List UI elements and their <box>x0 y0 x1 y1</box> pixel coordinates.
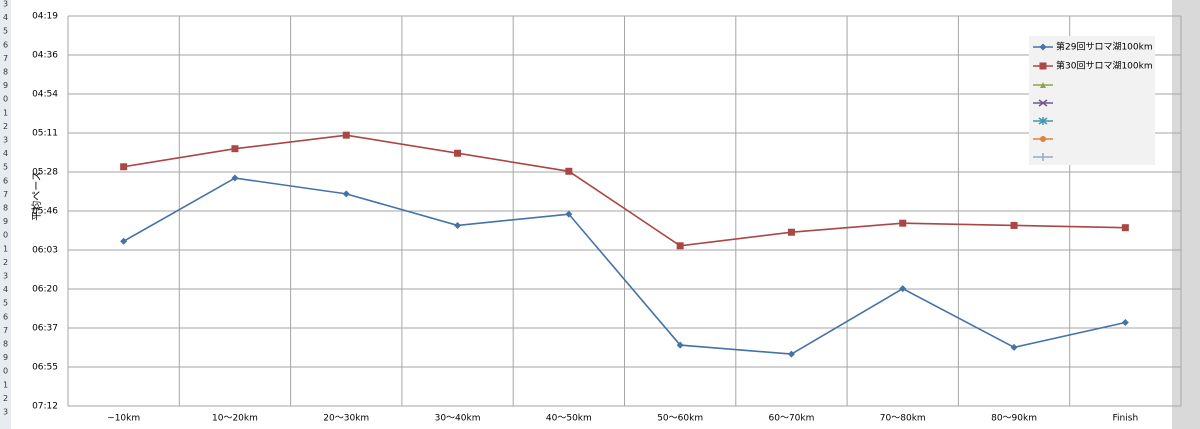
y-tick-label: 07:12 <box>32 402 58 412</box>
y-tick-label: 04:54 <box>32 90 58 100</box>
data-point <box>231 174 239 182</box>
series-line <box>123 177 1126 355</box>
legend-marker <box>1039 43 1047 51</box>
data-point <box>899 219 907 227</box>
row-number: 1 <box>3 380 8 389</box>
row-number: 2 <box>3 122 8 131</box>
y-tick-label: 05:46 <box>32 207 58 217</box>
row-number: 6 <box>3 40 8 49</box>
row-number: 9 <box>3 353 8 362</box>
y-tick-label: 05:28 <box>32 168 58 178</box>
y-tick-label: 06:37 <box>32 324 58 334</box>
row-number: 3 <box>3 136 8 145</box>
legend: 第29回サロマ湖100km 第30回サロマ湖100km <box>1029 36 1155 165</box>
data-point <box>342 131 350 139</box>
row-number: 1 <box>3 244 8 253</box>
data-point <box>676 242 684 250</box>
data-point <box>899 285 907 293</box>
row-number: 3 <box>3 408 8 417</box>
x-tick-label: 20～30km <box>323 414 369 424</box>
row-number: 7 <box>3 326 8 335</box>
data-point <box>454 149 462 157</box>
row-number: 2 <box>3 394 8 403</box>
legend-label: 第29回サロマ湖100km <box>1056 41 1153 53</box>
data-point <box>565 167 573 175</box>
row-number: 4 <box>3 285 8 294</box>
data-point <box>231 145 239 153</box>
x-tick-label: Finish <box>1113 414 1139 424</box>
row-number: 3 <box>3 0 8 9</box>
legend-marker <box>1039 62 1047 70</box>
x-tick-label: 40～50km <box>546 414 592 424</box>
data-point <box>1010 221 1018 229</box>
chart-area <box>11 0 1172 429</box>
y-tick-label: 06:03 <box>32 246 58 256</box>
data-point <box>454 221 462 229</box>
row-number: 5 <box>3 27 8 36</box>
data-point <box>120 237 128 245</box>
x-tick-label: ~10km <box>107 414 140 424</box>
x-tick-label: 30～40km <box>435 414 481 424</box>
legend-empty-entries <box>1033 82 1053 161</box>
row-number: 5 <box>3 163 8 172</box>
row-number: 9 <box>3 217 8 226</box>
data-point <box>1121 318 1129 326</box>
row-header-column <box>0 0 11 429</box>
data-point <box>1010 343 1018 351</box>
sheet-edge <box>1172 0 1200 429</box>
data-point <box>342 190 350 198</box>
row-number: 0 <box>3 95 8 104</box>
y-tick-label: 04:19 <box>32 12 58 22</box>
row-number: 7 <box>3 190 8 199</box>
data-point <box>787 228 795 236</box>
row-number: 4 <box>3 149 8 158</box>
x-tick-label: 10～20km <box>212 414 258 424</box>
data-point <box>787 350 795 358</box>
row-number: 1 <box>3 108 8 117</box>
x-tick-label: 50～60km <box>657 414 703 424</box>
y-tick-label: 04:36 <box>32 51 58 61</box>
x-tick-label: 80～90km <box>991 414 1037 424</box>
row-number: 6 <box>3 312 8 321</box>
row-number: 9 <box>3 81 8 90</box>
legend-label: 第30回サロマ湖100km <box>1056 60 1153 72</box>
row-number: 4 <box>3 13 8 22</box>
row-number: 7 <box>3 54 8 63</box>
row-number: 8 <box>3 68 8 77</box>
data-point <box>120 163 128 171</box>
data-point <box>565 210 573 218</box>
series-line <box>123 134 1126 247</box>
x-tick-label: 60～70km <box>769 414 815 424</box>
y-axis-title: 平均ペース <box>31 171 43 221</box>
row-number: 3 <box>3 272 8 281</box>
row-number: 0 <box>3 231 8 240</box>
row-number: 5 <box>3 299 8 308</box>
x-tick-label: 70～80km <box>880 414 926 424</box>
y-tick-label: 05:11 <box>32 129 58 139</box>
y-tick-label: 06:55 <box>32 363 58 373</box>
row-number: 6 <box>3 176 8 185</box>
row-number: 2 <box>3 258 8 267</box>
legend-box <box>1029 36 1155 165</box>
row-number: 8 <box>3 340 8 349</box>
data-point <box>1121 224 1129 232</box>
row-number: 0 <box>3 367 8 376</box>
data-point <box>676 341 684 349</box>
y-tick-label: 06:20 <box>32 285 58 295</box>
row-number: 8 <box>3 204 8 213</box>
